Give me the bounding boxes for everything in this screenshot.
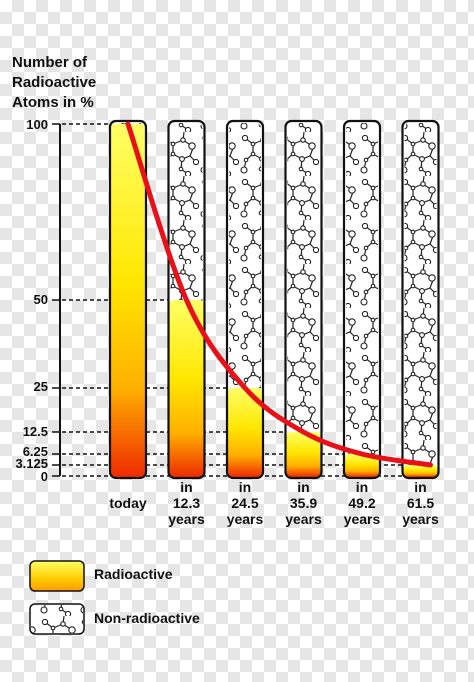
tube-0 [108, 119, 148, 480]
category-label-3-1: 35.9 [290, 495, 317, 511]
legend: Radioactive Non-radioactive [29, 560, 200, 635]
legend-item-radioactive: Radioactive [29, 560, 173, 592]
radioactive-bar-0 [111, 124, 145, 477]
radioactive-bar-1 [169, 300, 204, 477]
tube-outline [284, 119, 323, 480]
non-radioactive-fill [287, 123, 320, 476]
y-axis-label-line-3: Atoms in % [12, 94, 94, 111]
category-label-4-2: years [344, 511, 381, 527]
radioactive-bar-3 [286, 432, 321, 477]
non-radioactive-fill [404, 123, 437, 476]
category-label-2-2: years [227, 511, 264, 527]
tube-4 [342, 119, 382, 480]
category-label-5-2: years [402, 511, 439, 527]
tube-outline [401, 119, 440, 480]
y-axis-label: Number of Radioactive Atoms in % [12, 54, 96, 111]
tubes [108, 119, 440, 480]
tube-outline [108, 119, 148, 480]
category-label-3-2: years [285, 511, 322, 527]
category-label-4-0: in [356, 479, 368, 495]
category-label-1-1: 12.3 [173, 495, 200, 511]
category-label-5-0: in [414, 479, 426, 495]
y-axis-label-line-2: Radioactive [12, 74, 96, 91]
category-label-1-0: in [180, 479, 192, 495]
non-radioactive-fill [229, 123, 261, 476]
y-tick-label-25: 25 [34, 379, 48, 394]
tube-outline [342, 119, 382, 480]
y-tick-label-100: 100 [26, 117, 48, 132]
category-label-5-1: 61.5 [407, 495, 434, 511]
category-label-0-0: today [109, 495, 147, 511]
legend-swatch-radioactive [29, 560, 85, 592]
y-tick-label-6-25: 6.25 [23, 444, 48, 459]
tube-5 [401, 119, 440, 480]
radioactive-bar-2 [228, 388, 262, 477]
tube-outline [167, 119, 206, 480]
legend-item-non-radioactive: Non-radioactive [29, 603, 200, 635]
y-tick-label-3-125: 3.125 [15, 456, 48, 471]
radioactive-bar-4 [345, 454, 379, 477]
decay-curve [125, 121, 433, 468]
legend-swatch-molecule-pattern [31, 605, 83, 633]
category-label-2-0: in [239, 479, 251, 495]
category-label-2-1: 24.5 [231, 495, 258, 511]
tube-2 [225, 119, 265, 480]
non-radioactive-fill [346, 123, 378, 476]
y-tick-label-12-5: 12.5 [23, 424, 48, 439]
tube-outline [225, 119, 265, 480]
legend-label-radioactive: Radioactive [94, 566, 173, 582]
category-labels: todayin12.3yearsin24.5yearsin35.9yearsin… [109, 479, 439, 527]
y-tick-label-50: 50 [34, 292, 48, 307]
legend-label-non-radioactive: Non-radioactive [94, 610, 200, 626]
radioactive-bar-5 [403, 465, 438, 477]
y-tick-label-0: 0 [41, 469, 48, 484]
category-label-3-0: in [297, 479, 309, 495]
tube-3 [284, 119, 323, 480]
category-label-4-1: 49.2 [348, 495, 375, 511]
category-label-1-2: years [168, 511, 205, 527]
y-axis-label-line-1: Number of [12, 54, 88, 71]
